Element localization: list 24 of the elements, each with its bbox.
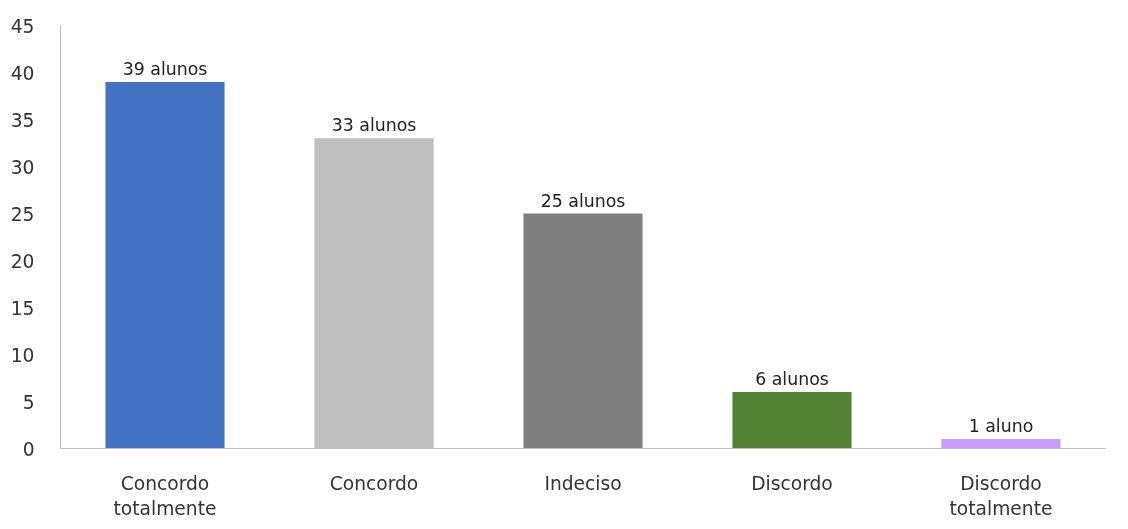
y-tick-label: 30 [10,156,35,178]
x-tick-label: Indeciso [544,472,622,494]
y-tick-label: 10 [10,344,35,366]
y-tick-label: 45 [10,15,35,37]
data-label: 25 alunos [540,190,626,211]
y-tick-label: 35 [10,109,35,131]
bar [941,439,1061,449]
y-tick-label: 15 [10,297,35,319]
data-label: 6 alunos [755,369,829,390]
data-label: 33 alunos [331,115,417,136]
bar [523,213,643,449]
y-tick-label: 0 [22,438,35,460]
x-tick-label: Concordo totalmente [113,472,217,519]
data-label: 39 alunos [122,58,208,79]
y-tick-label: 5 [22,391,35,413]
y-tick-label: 25 [10,203,35,225]
data-label: 1 aluno [968,416,1034,437]
x-tick-label: Discordo totalmente [949,472,1053,519]
x-tick-label: Discordo [751,472,833,494]
y-tick-label: 40 [10,62,35,84]
bar [105,81,225,449]
bar [732,392,852,449]
y-tick-label: 20 [10,250,35,272]
x-tick-label: Concordo [329,472,419,494]
